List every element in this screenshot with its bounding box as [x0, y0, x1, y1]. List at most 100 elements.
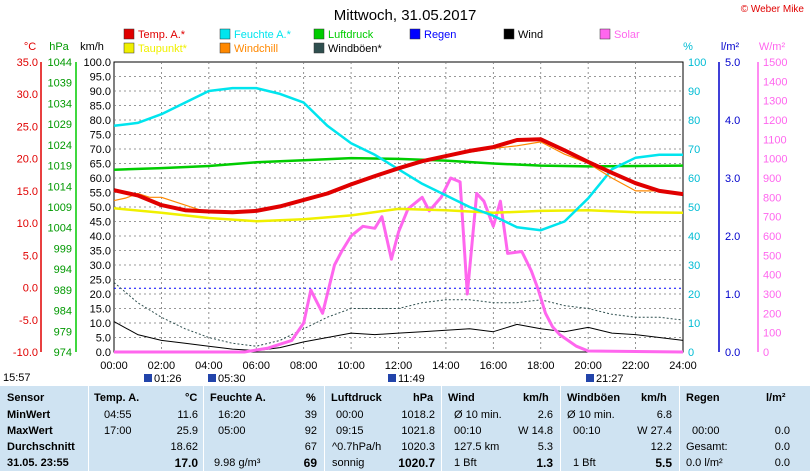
marker-left: 15:57	[3, 372, 31, 384]
row-current-label: 31.05. 23:55	[7, 457, 69, 469]
legend-label: Luftdruck	[328, 29, 374, 41]
series-wind	[113, 321, 684, 352]
rain-max-time: 00:00	[692, 425, 720, 437]
series-solar	[114, 176, 684, 354]
unit-wind: km/h	[80, 41, 104, 53]
x-tick-label: 10:00	[337, 360, 365, 372]
pressure-forecast: sonnig	[332, 457, 365, 469]
tick-pressure_hpa: 979	[54, 326, 72, 338]
marker-label: 21:27	[596, 373, 624, 385]
tick-pressure_hpa: 1029	[48, 119, 72, 131]
tick-pressure_hpa: 1019	[48, 161, 72, 173]
wind-bft: 1 Bft	[454, 457, 477, 469]
unit-temp: °C	[24, 41, 36, 53]
tick-temp_c: -5.0	[19, 315, 38, 327]
col-pressure-head: Luftdruck	[331, 392, 382, 404]
tick-temp_c: 5.0	[23, 250, 38, 262]
wind-current-val: 1.3	[536, 456, 553, 470]
tick-solar_wm2: 0	[763, 347, 769, 359]
tick-wind_kmh: 55.0	[90, 188, 111, 200]
tick-solar_wm2: 1400	[763, 76, 787, 88]
chart-series	[113, 86, 684, 354]
stats-table: Sensor MinWert MaxWert Durchschnitt 31.0…	[0, 386, 810, 471]
tick-pressure_hpa: 1024	[48, 140, 72, 152]
legend-label: Regen	[424, 29, 456, 41]
humidity-max-val: 92	[304, 425, 317, 437]
tick-temp_c: 35.0	[17, 57, 38, 69]
col-wind-head: Wind	[448, 392, 475, 404]
tick-temp_c: -10.0	[13, 347, 38, 359]
tick-rain_lm2: 3.0	[725, 173, 740, 185]
series-temp-a	[113, 137, 684, 215]
legend-swatch	[503, 28, 515, 40]
unit-humidity: %	[683, 41, 693, 53]
tick-pressure_hpa: 989	[54, 285, 72, 297]
tick-solar_wm2: 800	[763, 192, 781, 204]
tick-temp_c: 10.0	[17, 218, 38, 230]
col-pressure-unit: hPa	[413, 392, 434, 404]
col-gusts-unit: km/h	[641, 392, 667, 404]
x-tick-label: 22:00	[622, 360, 650, 372]
tick-wind_kmh: 80.0	[90, 115, 111, 127]
tick-solar_wm2: 200	[763, 308, 781, 320]
col-gusts-head: Windböen	[567, 392, 621, 404]
rain-max-val: 0.0	[774, 425, 790, 437]
tick-wind_kmh: 15.0	[90, 304, 111, 316]
col-humidity-unit: %	[306, 392, 316, 404]
legend-swatch	[409, 28, 421, 40]
tick-humidity_pct: 100	[688, 57, 706, 69]
tick-solar_wm2: 600	[763, 231, 781, 243]
tick-pressure_hpa: 984	[54, 306, 72, 318]
tick-humidity_pct: 60	[688, 173, 700, 185]
tick-solar_wm2: 1300	[763, 96, 787, 108]
tick-wind_kmh: 20.0	[90, 289, 111, 301]
gusts-mean-val: 12.2	[650, 441, 672, 453]
tick-solar_wm2: 900	[763, 173, 781, 185]
tick-wind_kmh: 45.0	[90, 217, 111, 229]
tick-temp_c: 20.0	[17, 154, 38, 166]
humidity-max-time: 05:00	[218, 425, 246, 437]
tick-wind_kmh: 5.0	[96, 333, 111, 345]
gusts-avg-val: 6.8	[656, 409, 672, 421]
row-avg-label: Durchschnitt	[7, 441, 75, 453]
wind-run: 127.5 km	[454, 441, 500, 453]
legend-label: Feuchte A.*	[234, 29, 292, 41]
tick-wind_kmh: 60.0	[90, 173, 111, 185]
tick-pressure_hpa: 1004	[48, 223, 72, 235]
tick-temp_c: 25.0	[17, 121, 38, 133]
pressure-min-time: 00:00	[336, 409, 364, 421]
tick-pressure_hpa: 1009	[48, 202, 72, 214]
temp-current-val: 17.0	[174, 456, 198, 470]
col-rain-unit: l/m²	[766, 392, 786, 404]
temp-max-time: 17:00	[104, 425, 132, 437]
tick-solar_wm2: 400	[763, 270, 781, 282]
marker-label: 01:26	[154, 373, 182, 385]
humidity-current-val: 69	[303, 456, 317, 470]
tick-solar_wm2: 1000	[763, 154, 787, 166]
time-markers: 01:26 05:30 11:49 21:27	[144, 373, 624, 385]
tick-humidity_pct: 0	[688, 347, 694, 359]
tick-humidity_pct: 20	[688, 289, 700, 301]
tick-pressure_hpa: 974	[54, 347, 72, 359]
tick-pressure_hpa: 999	[54, 243, 72, 255]
tick-solar_wm2: 300	[763, 289, 781, 301]
row-max-label: MaxWert	[7, 425, 53, 437]
tick-solar_wm2: 500	[763, 250, 781, 262]
x-tick-label: 08:00	[290, 360, 318, 372]
col-wind-unit: km/h	[523, 392, 549, 404]
tick-humidity_pct: 30	[688, 260, 700, 272]
x-tick-label: 20:00	[574, 360, 602, 372]
series-luftdruck	[113, 156, 684, 171]
tick-humidity_pct: 10	[688, 318, 700, 330]
tick-wind_kmh: 10.0	[90, 318, 111, 330]
tick-solar_wm2: 1100	[763, 134, 787, 146]
chart-grid	[40, 61, 759, 353]
tick-solar_wm2: 1200	[763, 115, 787, 127]
x-tick-label: 02:00	[148, 360, 176, 372]
legend-swatch	[219, 42, 231, 54]
tick-rain_lm2: 2.0	[725, 231, 740, 243]
tick-pressure_hpa: 1014	[48, 181, 72, 193]
tick-wind_kmh: 30.0	[90, 260, 111, 272]
tick-solar_wm2: 1500	[763, 57, 787, 69]
tick-temp_c: 30.0	[17, 89, 38, 101]
